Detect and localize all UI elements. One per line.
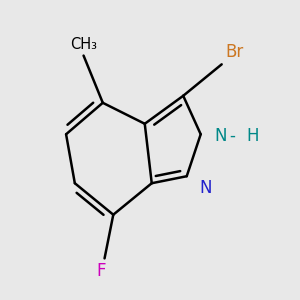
- Text: -: -: [229, 127, 235, 145]
- Text: H: H: [246, 127, 259, 145]
- Text: CH₃: CH₃: [70, 37, 97, 52]
- Text: Br: Br: [225, 43, 243, 61]
- Text: N: N: [199, 179, 211, 197]
- Text: F: F: [96, 262, 106, 280]
- Text: N: N: [215, 127, 227, 145]
